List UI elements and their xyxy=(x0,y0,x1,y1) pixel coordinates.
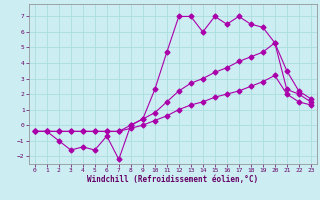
X-axis label: Windchill (Refroidissement éolien,°C): Windchill (Refroidissement éolien,°C) xyxy=(87,175,258,184)
